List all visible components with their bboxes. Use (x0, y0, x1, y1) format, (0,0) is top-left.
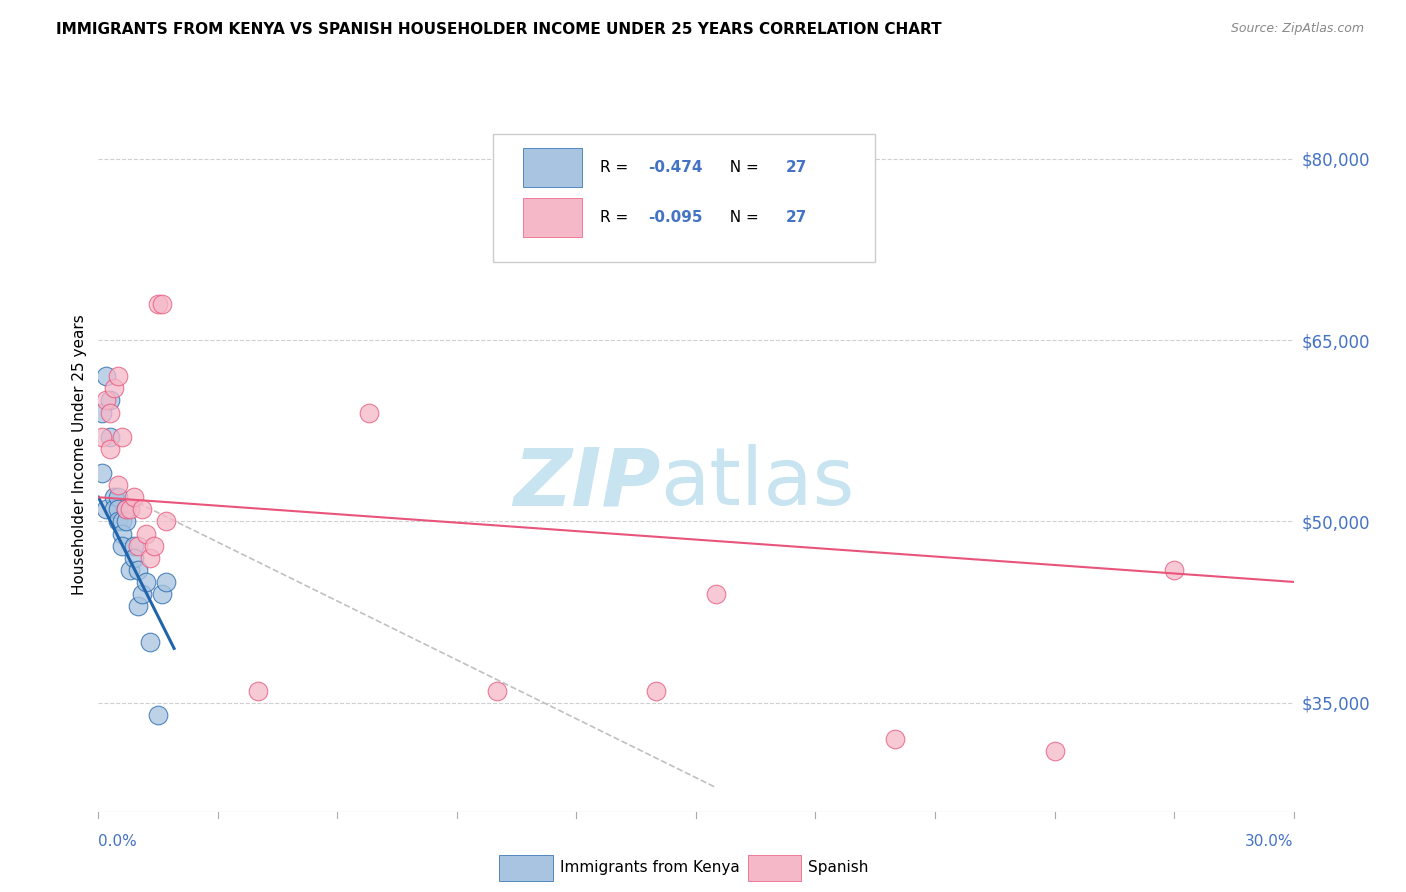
Point (135, 526, 157, 541)
FancyBboxPatch shape (494, 134, 875, 262)
Text: 30.0%: 30.0% (1246, 834, 1294, 849)
Point (107, 502, 129, 516)
Point (91, 406, 114, 420)
Y-axis label: Householder Income Under 25 years: Householder Income Under 25 years (72, 315, 87, 595)
Point (127, 599, 149, 613)
Point (115, 502, 138, 516)
Text: -0.474: -0.474 (648, 161, 703, 175)
Point (107, 369, 129, 384)
Point (155, 574, 177, 589)
Text: Source: ZipAtlas.com: Source: ZipAtlas.com (1230, 22, 1364, 36)
Point (111, 430, 134, 444)
Point (96, 393, 118, 408)
Point (124, 550, 146, 565)
Point (120, 563, 142, 577)
Point (131, 587, 153, 601)
FancyBboxPatch shape (523, 148, 582, 187)
Point (485, 683, 508, 698)
FancyBboxPatch shape (523, 198, 582, 237)
Point (96, 502, 118, 516)
Point (111, 515, 134, 529)
Point (131, 502, 153, 516)
Point (1043, 744, 1066, 758)
Point (100, 442, 122, 456)
Point (96, 369, 118, 384)
Point (246, 683, 269, 698)
Point (103, 381, 125, 395)
Point (91, 466, 114, 480)
Point (645, 683, 668, 698)
Point (115, 515, 138, 529)
Text: 0.0%: 0.0% (98, 834, 138, 849)
Point (115, 502, 138, 516)
Point (127, 563, 149, 577)
Point (150, 587, 173, 601)
Point (127, 539, 149, 553)
Point (120, 502, 142, 516)
Point (704, 587, 727, 601)
Point (143, 539, 166, 553)
Point (111, 526, 134, 541)
Point (135, 574, 157, 589)
Text: 27: 27 (786, 161, 807, 175)
Point (150, 297, 173, 311)
Point (1163, 563, 1185, 577)
Point (91, 430, 114, 444)
Text: R =: R = (600, 161, 634, 175)
Point (139, 550, 162, 565)
Point (139, 635, 162, 649)
Text: Spanish: Spanish (808, 861, 869, 875)
Point (359, 406, 381, 420)
Point (100, 430, 122, 444)
Point (100, 406, 122, 420)
Point (155, 515, 177, 529)
Text: R =: R = (600, 211, 634, 225)
Text: N =: N = (720, 161, 763, 175)
Text: atlas: atlas (661, 444, 855, 523)
Point (107, 515, 129, 529)
Text: Immigrants from Kenya: Immigrants from Kenya (560, 861, 740, 875)
Point (148, 708, 170, 723)
Point (107, 490, 129, 504)
Text: ZIP: ZIP (513, 444, 661, 523)
Point (124, 490, 146, 504)
Text: IMMIGRANTS FROM KENYA VS SPANISH HOUSEHOLDER INCOME UNDER 25 YEARS CORRELATION C: IMMIGRANTS FROM KENYA VS SPANISH HOUSEHO… (56, 22, 942, 37)
Point (124, 539, 146, 553)
Point (148, 297, 170, 311)
Point (103, 490, 125, 504)
Text: -0.095: -0.095 (648, 211, 703, 225)
Point (103, 502, 125, 516)
Text: N =: N = (720, 211, 763, 225)
Point (107, 478, 129, 492)
Point (100, 393, 122, 408)
Point (884, 732, 907, 747)
Text: 27: 27 (786, 211, 807, 225)
Point (111, 539, 134, 553)
